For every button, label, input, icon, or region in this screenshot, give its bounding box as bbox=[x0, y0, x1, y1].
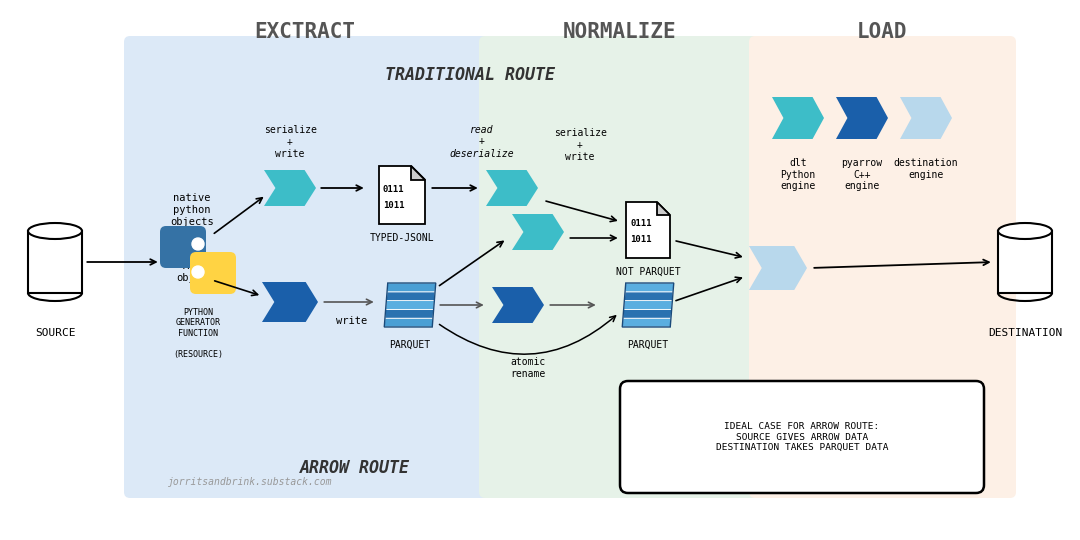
Polygon shape bbox=[626, 202, 670, 258]
Text: TRADITIONAL ROUTE: TRADITIONAL ROUTE bbox=[384, 66, 555, 84]
Polygon shape bbox=[836, 97, 888, 139]
Text: PARQUET: PARQUET bbox=[627, 340, 669, 350]
Text: NOT PARQUET: NOT PARQUET bbox=[616, 267, 680, 277]
Polygon shape bbox=[492, 287, 544, 323]
Polygon shape bbox=[625, 283, 674, 292]
Polygon shape bbox=[623, 301, 673, 309]
Text: write: write bbox=[336, 316, 367, 326]
Polygon shape bbox=[998, 231, 1052, 293]
Polygon shape bbox=[411, 166, 426, 180]
FancyBboxPatch shape bbox=[160, 226, 206, 268]
Text: EXCTRACT: EXCTRACT bbox=[255, 22, 355, 42]
Text: pyarrow
C++
engine: pyarrow C++ engine bbox=[841, 158, 882, 191]
Text: serialize
+
write: serialize + write bbox=[264, 125, 316, 159]
Polygon shape bbox=[387, 283, 435, 292]
Polygon shape bbox=[379, 166, 426, 224]
Polygon shape bbox=[486, 170, 538, 206]
Text: atomic
rename: atomic rename bbox=[511, 357, 545, 379]
Text: LOAD: LOAD bbox=[856, 22, 907, 42]
Polygon shape bbox=[386, 301, 434, 309]
Text: jorritsandbrink.substack.com: jorritsandbrink.substack.com bbox=[167, 477, 333, 487]
Text: 1011: 1011 bbox=[630, 235, 651, 245]
Ellipse shape bbox=[28, 223, 82, 239]
Text: SOURCE: SOURCE bbox=[35, 328, 76, 338]
Text: 0111: 0111 bbox=[383, 185, 405, 193]
Polygon shape bbox=[657, 202, 670, 215]
Text: dlt
Python
engine: dlt Python engine bbox=[781, 158, 815, 191]
Polygon shape bbox=[750, 246, 807, 290]
Ellipse shape bbox=[998, 223, 1052, 239]
FancyBboxPatch shape bbox=[750, 36, 1016, 498]
Text: PARQUET: PARQUET bbox=[390, 340, 431, 350]
Polygon shape bbox=[264, 170, 316, 206]
Text: native
python
objects: native python objects bbox=[171, 193, 214, 227]
Polygon shape bbox=[772, 97, 824, 139]
Text: 0111: 0111 bbox=[630, 219, 651, 228]
Polygon shape bbox=[624, 292, 673, 301]
Text: 1011: 1011 bbox=[383, 200, 405, 210]
Text: IDEAL CASE FOR ARROW ROUTE:
SOURCE GIVES ARROW DATA
DESTINATION TAKES PARQUET DA: IDEAL CASE FOR ARROW ROUTE: SOURCE GIVES… bbox=[716, 422, 888, 452]
Polygon shape bbox=[262, 282, 318, 322]
Text: destination
engine: destination engine bbox=[893, 158, 958, 180]
Text: serialize
+
write: serialize + write bbox=[554, 129, 607, 161]
FancyBboxPatch shape bbox=[620, 381, 984, 493]
FancyBboxPatch shape bbox=[190, 252, 237, 294]
Text: TYPED-JSONL: TYPED-JSONL bbox=[369, 233, 434, 243]
Polygon shape bbox=[900, 97, 951, 139]
Text: Arrow
objects: Arrow objects bbox=[176, 261, 220, 283]
Text: PYTHON
GENERATOR
FUNCTION

(RESOURCE): PYTHON GENERATOR FUNCTION (RESOURCE) bbox=[173, 308, 222, 359]
FancyBboxPatch shape bbox=[124, 36, 491, 498]
Polygon shape bbox=[622, 318, 671, 327]
Text: read
+
deserialize: read + deserialize bbox=[449, 125, 514, 159]
Text: NORMALIZE: NORMALIZE bbox=[563, 22, 677, 42]
Polygon shape bbox=[28, 231, 82, 293]
Polygon shape bbox=[512, 214, 564, 250]
FancyBboxPatch shape bbox=[480, 36, 761, 498]
Text: DESTINATION: DESTINATION bbox=[988, 328, 1062, 338]
Polygon shape bbox=[384, 318, 433, 327]
Polygon shape bbox=[384, 309, 434, 318]
Polygon shape bbox=[623, 309, 672, 318]
Circle shape bbox=[192, 266, 204, 278]
Circle shape bbox=[192, 238, 204, 250]
Text: ARROW ROUTE: ARROW ROUTE bbox=[300, 459, 410, 477]
Polygon shape bbox=[387, 292, 435, 301]
